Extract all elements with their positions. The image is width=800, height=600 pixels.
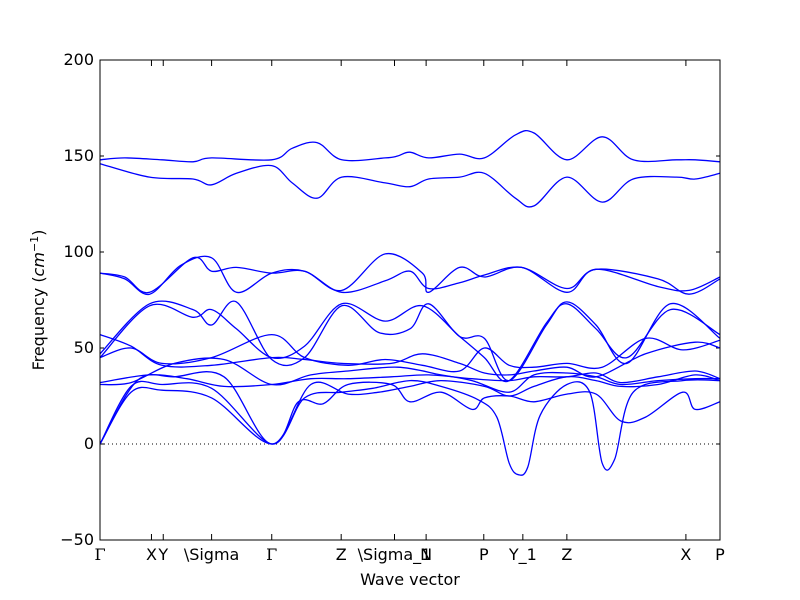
plot-area <box>100 60 720 540</box>
x-tick-label: \Sigma_1 <box>358 545 432 565</box>
y-axis-label-exponent: −1 <box>28 236 41 252</box>
band-line-1 <box>99 379 721 476</box>
x-axis-label: Wave vector <box>360 570 460 589</box>
band-line-11 <box>99 255 721 295</box>
band-line-6 <box>99 333 721 373</box>
x-tick-label: Y <box>157 545 168 564</box>
x-tick-label: \Sigma <box>184 545 240 564</box>
x-tick-label: Z <box>561 545 572 564</box>
x-tick-label: Z <box>336 545 347 564</box>
y-tick-label: 150 <box>63 146 94 165</box>
x-tick-label: Γ <box>94 545 105 564</box>
band-line-8 <box>99 302 721 383</box>
band-line-9 <box>99 300 721 382</box>
x-tick-label: Y_1 <box>508 545 537 565</box>
x-tick-labels: Γ X Y \Sigma Γ Z \Sigma_1N P Y_1 Z X P <box>94 545 725 565</box>
x-tick-label: Γ <box>266 545 277 564</box>
plot-frame <box>99 59 721 541</box>
band-line-12 <box>99 163 721 208</box>
y-tick-label: 200 <box>63 50 94 69</box>
y-tick-label: −50 <box>60 530 94 549</box>
y-axis-label-unit: cm <box>29 252 48 276</box>
y-axis-label: Frequency (cm−1) <box>28 230 48 371</box>
y-axis-label-close: ) <box>29 230 48 236</box>
x-tick-label: P <box>479 545 489 564</box>
band-line-5 <box>99 370 721 388</box>
x-tick-label: N <box>420 545 432 564</box>
y-tick-label: 100 <box>63 242 94 261</box>
band-line-3 <box>99 371 721 445</box>
x-tick-label: X <box>146 545 157 564</box>
series-lines <box>99 130 721 476</box>
y-axis-label-text: Frequency ( <box>29 276 48 370</box>
x-tick-label: P <box>715 545 725 564</box>
band-line-2 <box>99 380 721 445</box>
y-tick-label: 0 <box>84 434 94 453</box>
band-line-7 <box>99 333 721 378</box>
y-tick-labels: −50 0 50 100 150 200 <box>60 50 94 549</box>
band-line-13 <box>99 130 721 163</box>
x-tick-label: X <box>680 545 691 564</box>
y-tick-label: 50 <box>74 338 94 357</box>
